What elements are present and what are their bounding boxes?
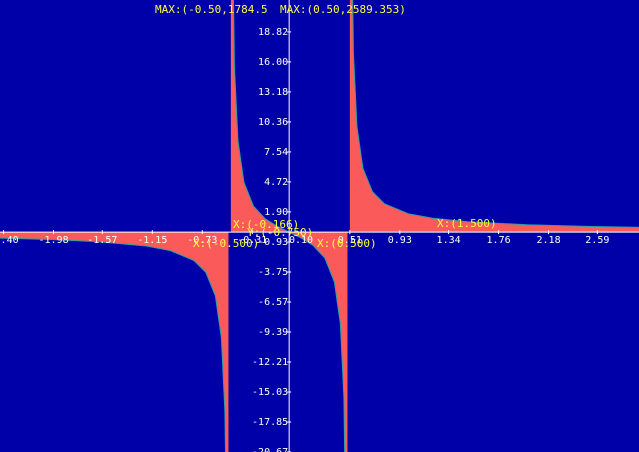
- x-tick-label: -0.73: [187, 235, 217, 246]
- x-tick-label: 0.51: [338, 235, 362, 246]
- x-tick-label: -1.98: [38, 235, 68, 246]
- y-tick-label: 10.36: [258, 117, 288, 128]
- x-tick-label: 1.76: [487, 235, 511, 246]
- y-tick-label: -17.85: [252, 417, 288, 428]
- x-tick-label: 0.93: [388, 235, 412, 246]
- y-tick-label: 4.72: [264, 177, 288, 188]
- y-tick-label: -12.21: [252, 357, 288, 368]
- y-tick-label: -6.57: [258, 297, 288, 308]
- x-tick-label: 0.10: [289, 235, 313, 246]
- y-tick-label: -3.75: [258, 267, 288, 278]
- y-tick-label: 16.00: [258, 57, 288, 68]
- x-tick-label: 2.59: [585, 235, 609, 246]
- y-tick-label: -0.93: [258, 237, 288, 248]
- y-tick-label: 13.18: [258, 87, 288, 98]
- x-tick-label: -2.40: [0, 235, 19, 246]
- x-tick-label: -1.57: [87, 235, 117, 246]
- y-tick-label: 7.54: [264, 147, 288, 158]
- annotation: X:(1.500): [437, 217, 497, 230]
- annotation: X:(-0.500): [193, 237, 259, 250]
- annotation: MAX:(-0.50,1784.5: [155, 3, 268, 16]
- x-tick-label: -0.31: [237, 235, 267, 246]
- y-tick-label: 18.82: [258, 27, 288, 38]
- x-tick-label: 1.34: [437, 235, 461, 246]
- y-tick-label: -9.39: [258, 327, 288, 338]
- annotation: X:(0.500): [317, 237, 377, 250]
- x-tick-label: 2.18: [537, 235, 561, 246]
- y-tick-label: -20.67: [252, 447, 288, 452]
- x-tick-label: -1.15: [137, 235, 167, 246]
- y-tick-label: -15.03: [252, 387, 288, 398]
- y-tick-label: 1.90: [264, 207, 288, 218]
- annotation: X:(-0.166): [233, 218, 299, 231]
- annotation: MAX:(0.50,2589.353): [280, 3, 406, 16]
- annotation: Y:(-0.750): [247, 226, 313, 239]
